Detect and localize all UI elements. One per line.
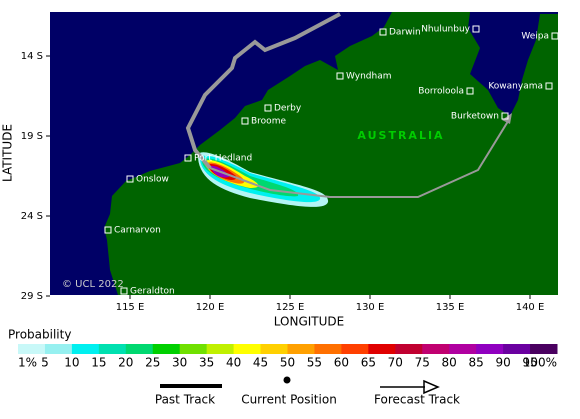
place-label: Derby [274,104,302,114]
color-bin [125,344,154,354]
place-marker [501,112,509,120]
color-bin [341,344,369,354]
place-label: Kowanyama [488,82,543,92]
place-label: Darwin [389,28,421,38]
scale-label: 20 [118,356,133,370]
place-marker [241,117,249,125]
scale-label: 30 [172,356,187,370]
y-tick-label: 14 S [21,51,43,62]
legend-item: Forecast Track [374,393,460,407]
legend-title: Probability [8,328,71,342]
color-bin [530,344,558,354]
x-tick-label: 140 E [516,302,545,313]
x-tick-label: 120 E [196,302,225,313]
color-bin [179,344,208,354]
scale-label: 90 [495,356,510,370]
place-marker [184,154,192,162]
place-marker [264,104,272,112]
color-bin [18,344,46,354]
y-tick-label: 19 S [21,131,43,142]
scale-label: 85 [469,356,484,370]
scale-label: 40 [226,356,241,370]
place-marker [379,28,387,36]
land [384,12,470,29]
scale-label: 1% [18,356,37,370]
place-label: Broome [251,117,286,127]
place-label: Borroloola [418,87,464,97]
scale-label: 80 [442,356,457,370]
scale-label: 10 [64,356,79,370]
place-marker [551,32,559,40]
scale-label: 60 [334,356,349,370]
x-tick-label: 135 E [436,302,465,313]
forecast-track [209,117,511,198]
land [104,14,558,295]
place-label: Nhulunbuy [421,25,470,35]
place-marker [126,175,134,183]
color-bin [287,344,315,354]
place-label: Port Hedland [194,154,252,164]
scale-label: 55 [307,356,322,370]
place-marker [466,87,474,95]
place-label: Burketown [451,112,499,122]
x-tick-label: 125 E [276,302,305,313]
scale-label: 45 [253,356,268,370]
place-label: Onslow [136,175,169,185]
x-tick-label: 115 E [116,302,145,313]
copyright: © UCL 2022 [62,279,124,290]
color-bin [314,344,342,354]
past-track [185,12,341,170]
legend-item: Current Position [241,393,337,407]
color-bin [422,344,450,354]
color-bin [260,344,288,354]
scale-label: 25 [145,356,160,370]
color-bin [206,344,235,354]
region-label: AUSTRALIA [357,129,444,142]
forecast-track-key-arrow [423,379,440,395]
color-bin [368,344,396,354]
y-tick-label: 24 S [21,211,43,222]
place-label: Geraldton [130,287,175,297]
scale-label: 100% [523,356,557,370]
y-tick-label: 29 S [21,291,43,302]
scale-label: 5 [41,356,49,370]
scale-label: 65 [361,356,376,370]
color-bin [503,344,531,354]
x-tick-label: 130 E [356,302,385,313]
scale-label: 35 [199,356,214,370]
scale-label: 50 [280,356,295,370]
scale-label: 70 [388,356,403,370]
scale-label: 15 [91,356,106,370]
color-bin [98,344,127,354]
color-bin [71,344,100,354]
place-label: Weipa [521,32,549,42]
color-bin [152,344,181,354]
color-bin [449,344,477,354]
place-marker [472,25,480,33]
place-marker [545,82,553,90]
y-axis-label: LATITUDE [1,124,15,182]
scale-label: 95 [522,356,537,370]
place-marker [336,72,344,80]
place-marker [120,287,128,295]
color-bin [233,344,262,354]
color-bin [44,344,73,354]
place-label: Wyndham [346,72,391,82]
current-position-key [283,376,291,384]
x-axis-label: LONGITUDE [274,315,344,329]
color-bin [476,344,504,354]
scale-label: 75 [415,356,430,370]
place-label: Carnarvon [114,226,161,236]
place-marker [104,226,112,234]
legend-item: Past Track [155,393,215,407]
color-bin [395,344,423,354]
